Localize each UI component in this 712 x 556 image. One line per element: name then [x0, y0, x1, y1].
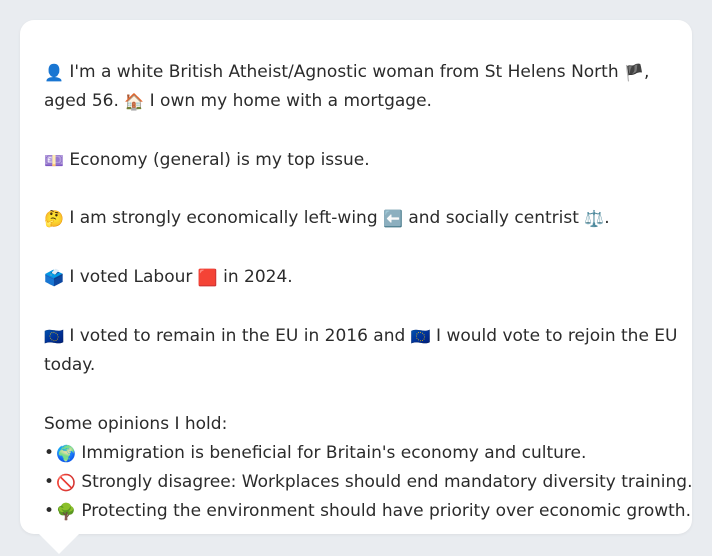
list-item: • 🚫 Strongly disagree: Workplaces should …: [44, 468, 692, 497]
ideology-text-b: and socially centrist: [402, 208, 585, 229]
ideology-text-a: I am strongly economically left-wing: [63, 208, 384, 229]
opinion-text: Immigration is beneficial for Britain's …: [75, 442, 587, 463]
eu-flag-icon: 🇪🇺: [410, 326, 431, 346]
england-flag-icon: 🏴: [624, 63, 644, 82]
home-ownership-text: I own my home with a mortgage.: [144, 91, 432, 112]
identity-text: I'm a white British Atheist/Agnostic wom…: [63, 62, 625, 82]
bullet: •: [44, 442, 55, 463]
left-arrow-icon: ⬅️: [383, 209, 403, 229]
globe-icon: 🌍: [56, 443, 76, 463]
eu-text-c: today.: [44, 354, 96, 375]
eu-text-b: I would vote to rejoin the EU: [430, 325, 678, 346]
opinions-list: • 🌍 Immigration is beneficial for Britain…: [44, 439, 692, 527]
top-issue-line: 💷 Economy (general) is my top issue.: [44, 146, 668, 175]
eu-line: 🇪🇺 I voted to remain in the EU in 2016 a…: [44, 322, 678, 351]
eu-line-continued: today.: [44, 351, 668, 380]
bullet: •: [44, 472, 55, 493]
balance-scale-icon: ⚖️: [584, 209, 605, 229]
opinion-text: Protecting the environment should have p…: [75, 501, 691, 522]
opinion-text: Strongly disagree: Workplaces should end…: [75, 472, 693, 493]
person-icon: 👤: [44, 63, 64, 82]
age-home-line: aged 56. 🏠 I own my home with a mortgage…: [44, 87, 668, 116]
identity-line: 👤 I'm a white British Atheist/Agnostic w…: [44, 58, 668, 87]
ideology-text-c: .: [604, 208, 610, 229]
top-issue-text: Economy (general) is my top issue.: [63, 149, 370, 170]
ballot-box-icon: 🗳️: [44, 268, 64, 288]
red-square-icon: 🟥: [197, 268, 218, 288]
vote-text-a: I voted Labour: [63, 267, 198, 288]
identity-text-end: ,: [643, 62, 650, 82]
vote-line: 🗳️ I voted Labour 🟥 in 2024.: [44, 263, 668, 292]
house-icon: 🏠: [124, 92, 145, 112]
opinions-heading: Some opinions I hold:: [44, 413, 228, 434]
ideology-line: 🤔 I am strongly economically left-wing ⬅…: [44, 204, 668, 233]
list-item: • 🌳 Protecting the environment should hav…: [44, 497, 691, 526]
tree-icon: 🌳: [56, 502, 76, 522]
bullet: •: [44, 501, 55, 522]
eu-text-a: I voted to remain in the EU in 2016 and: [63, 325, 411, 346]
list-item: • 🌍 Immigration is beneficial for Britain…: [44, 439, 668, 468]
pound-banknote-icon: 💷: [44, 150, 64, 170]
bubble-tail: [38, 533, 80, 554]
thinking-face-icon: 🤔: [44, 209, 64, 229]
persona-message-bubble: 👤 I'm a white British Atheist/Agnostic w…: [20, 20, 692, 534]
vote-text-b: in 2024.: [217, 267, 293, 288]
age-text: aged 56.: [44, 91, 125, 112]
eu-flag-icon: 🇪🇺: [44, 326, 64, 346]
prohibited-icon: 🚫: [56, 473, 76, 493]
